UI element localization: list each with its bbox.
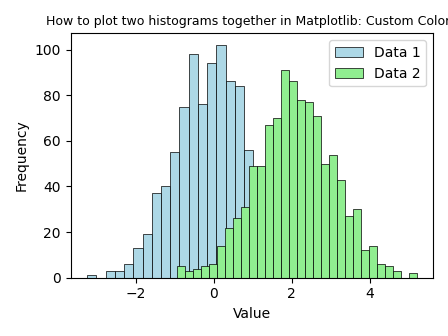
Bar bbox=[185, 271, 193, 278]
Bar bbox=[216, 45, 226, 278]
Bar bbox=[369, 246, 377, 278]
Legend: Data 1, Data 2: Data 1, Data 2 bbox=[329, 40, 426, 86]
Bar bbox=[327, 276, 336, 278]
Bar bbox=[321, 164, 329, 278]
Bar bbox=[152, 193, 161, 278]
Bar bbox=[106, 271, 115, 278]
Bar bbox=[235, 86, 244, 278]
X-axis label: Value: Value bbox=[233, 307, 271, 321]
Bar bbox=[198, 104, 207, 278]
Bar bbox=[263, 207, 272, 278]
Bar bbox=[170, 152, 180, 278]
Bar bbox=[161, 186, 170, 278]
Bar bbox=[290, 250, 300, 278]
Bar bbox=[124, 264, 134, 278]
Bar bbox=[309, 262, 318, 278]
Bar bbox=[297, 100, 305, 278]
Bar bbox=[355, 276, 364, 278]
Bar bbox=[409, 273, 417, 278]
Bar bbox=[226, 82, 235, 278]
Bar bbox=[345, 216, 353, 278]
Bar bbox=[115, 271, 124, 278]
Bar bbox=[207, 63, 216, 278]
Bar bbox=[249, 166, 257, 278]
Bar bbox=[257, 166, 265, 278]
Bar bbox=[265, 125, 273, 278]
Bar bbox=[254, 175, 263, 278]
Bar bbox=[313, 116, 321, 278]
Bar bbox=[193, 268, 201, 278]
Bar bbox=[392, 271, 401, 278]
Bar bbox=[241, 207, 249, 278]
Bar bbox=[305, 102, 313, 278]
Bar bbox=[209, 264, 217, 278]
Bar bbox=[225, 227, 233, 278]
Bar bbox=[377, 264, 384, 278]
Bar bbox=[361, 250, 369, 278]
Bar bbox=[353, 209, 361, 278]
Bar bbox=[177, 266, 185, 278]
Bar bbox=[300, 271, 309, 278]
Bar bbox=[142, 235, 152, 278]
Bar bbox=[289, 82, 297, 278]
Bar bbox=[318, 276, 327, 278]
Bar bbox=[272, 214, 281, 278]
Bar bbox=[233, 218, 241, 278]
Bar bbox=[281, 70, 289, 278]
Bar bbox=[244, 150, 254, 278]
Y-axis label: Frequency: Frequency bbox=[15, 120, 29, 192]
Bar bbox=[281, 225, 290, 278]
Bar bbox=[384, 266, 392, 278]
Bar bbox=[337, 180, 345, 278]
Title: How to plot two histograms together in Matplotlib: Custom Colors: How to plot two histograms together in M… bbox=[47, 15, 448, 28]
Bar bbox=[134, 248, 142, 278]
Bar bbox=[180, 107, 189, 278]
Bar bbox=[189, 54, 198, 278]
Bar bbox=[201, 266, 209, 278]
Bar bbox=[273, 118, 281, 278]
Bar bbox=[217, 246, 225, 278]
Bar bbox=[329, 155, 337, 278]
Bar bbox=[87, 276, 96, 278]
